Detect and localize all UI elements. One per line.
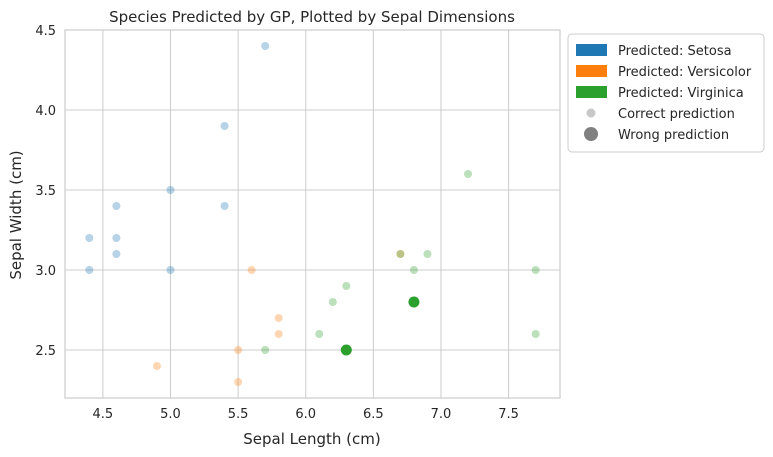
setosa-point: [220, 202, 229, 210]
legend-swatch: [576, 86, 607, 98]
legend-label: Predicted: Setosa: [618, 44, 732, 59]
x-tick-label: 6.5: [363, 407, 384, 422]
virginica-point: [396, 250, 405, 258]
virginica-point: [531, 330, 540, 338]
legend-marker: [586, 108, 596, 118]
setosa-point: [112, 202, 121, 210]
legend-box: [567, 33, 765, 153]
virginica-point: [342, 282, 351, 290]
setosa-point: [166, 186, 175, 194]
versicolor-point: [234, 378, 243, 386]
legend-label: Wrong prediction: [618, 128, 729, 143]
virginica-point: [531, 266, 540, 274]
x-tick-label: 4.5: [93, 407, 114, 422]
virginica-point: [328, 298, 337, 306]
versicolor-point: [396, 250, 405, 258]
versicolor-point: [274, 330, 283, 338]
virginica-point: [315, 330, 324, 338]
legend-label: Correct prediction: [618, 107, 735, 122]
legend-label: Predicted: Virginica: [618, 86, 744, 101]
setosa-point: [261, 42, 270, 50]
plot-frame: [64, 29, 561, 399]
versicolor-point: [152, 362, 161, 370]
legend-items: Predicted: Setosa Predicted: Versicolor Pr…: [576, 44, 752, 143]
chart-title: Species Predicted by GP, Plotted by Sepa…: [109, 8, 515, 26]
setosa-point: [220, 122, 229, 130]
virginica-point: [408, 296, 420, 308]
virginica-point: [464, 170, 473, 178]
legend: Predicted: Setosa Predicted: Versicolor Pr…: [567, 33, 765, 153]
x-tick-label: 5.5: [228, 407, 249, 422]
legend-swatch: [576, 65, 607, 77]
legend-marker: [584, 127, 598, 141]
versicolor-point: [274, 314, 283, 322]
x-axis-label: Sepal Length (cm): [243, 430, 380, 448]
grid: [65, 29, 560, 398]
setosa-point: [166, 266, 175, 274]
y-tick-label: 4.0: [35, 104, 56, 119]
setosa-point: [85, 234, 94, 242]
versicolor-point: [247, 266, 256, 274]
x-tick-label: 7.5: [498, 407, 519, 422]
setosa-point: [112, 250, 121, 258]
y-tick-label: 4.5: [35, 24, 56, 39]
setosa-point: [112, 234, 121, 242]
legend-label: Predicted: Versicolor: [618, 65, 752, 80]
y-tick-label: 3.0: [35, 264, 56, 279]
y-tick-labels: 2.5 3.0 3.5 4.0 4.5: [35, 24, 56, 359]
virginica-point: [423, 250, 432, 258]
setosa-point: [85, 266, 94, 274]
x-tick-label: 5.0: [160, 407, 181, 422]
y-tick-label: 3.5: [35, 184, 56, 199]
y-axis-label: Sepal Width (cm): [7, 150, 25, 279]
virginica-point: [340, 344, 352, 356]
y-tick-label: 2.5: [35, 344, 56, 359]
virginica-point: [409, 266, 418, 274]
versicolor-point: [234, 346, 243, 354]
legend-swatch: [576, 44, 607, 56]
x-tick-labels: 4.5 5.0 5.5 6.0 6.5 7.0 7.5: [93, 407, 519, 422]
data-points: [85, 42, 540, 386]
x-tick-label: 7.0: [431, 407, 452, 422]
x-tick-label: 6.0: [295, 407, 316, 422]
virginica-point: [261, 346, 270, 354]
